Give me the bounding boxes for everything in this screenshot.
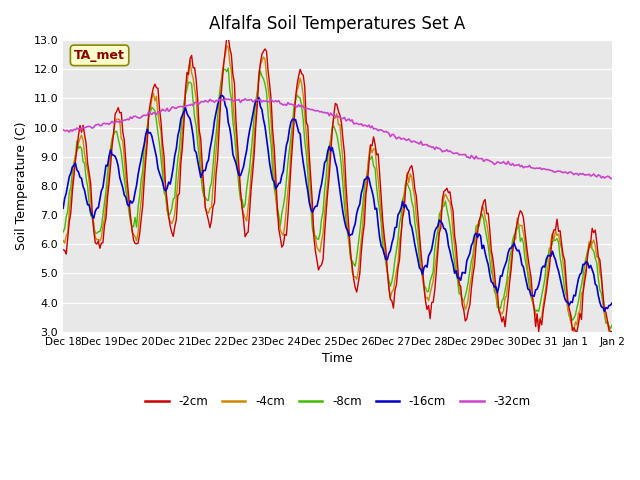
X-axis label: Time: Time [322, 352, 353, 365]
Y-axis label: Soil Temperature (C): Soil Temperature (C) [15, 121, 28, 250]
Legend: -2cm, -4cm, -8cm, -16cm, -32cm: -2cm, -4cm, -8cm, -16cm, -32cm [140, 390, 535, 413]
Title: Alfalfa Soil Temperatures Set A: Alfalfa Soil Temperatures Set A [209, 15, 466, 33]
Text: TA_met: TA_met [74, 49, 125, 62]
